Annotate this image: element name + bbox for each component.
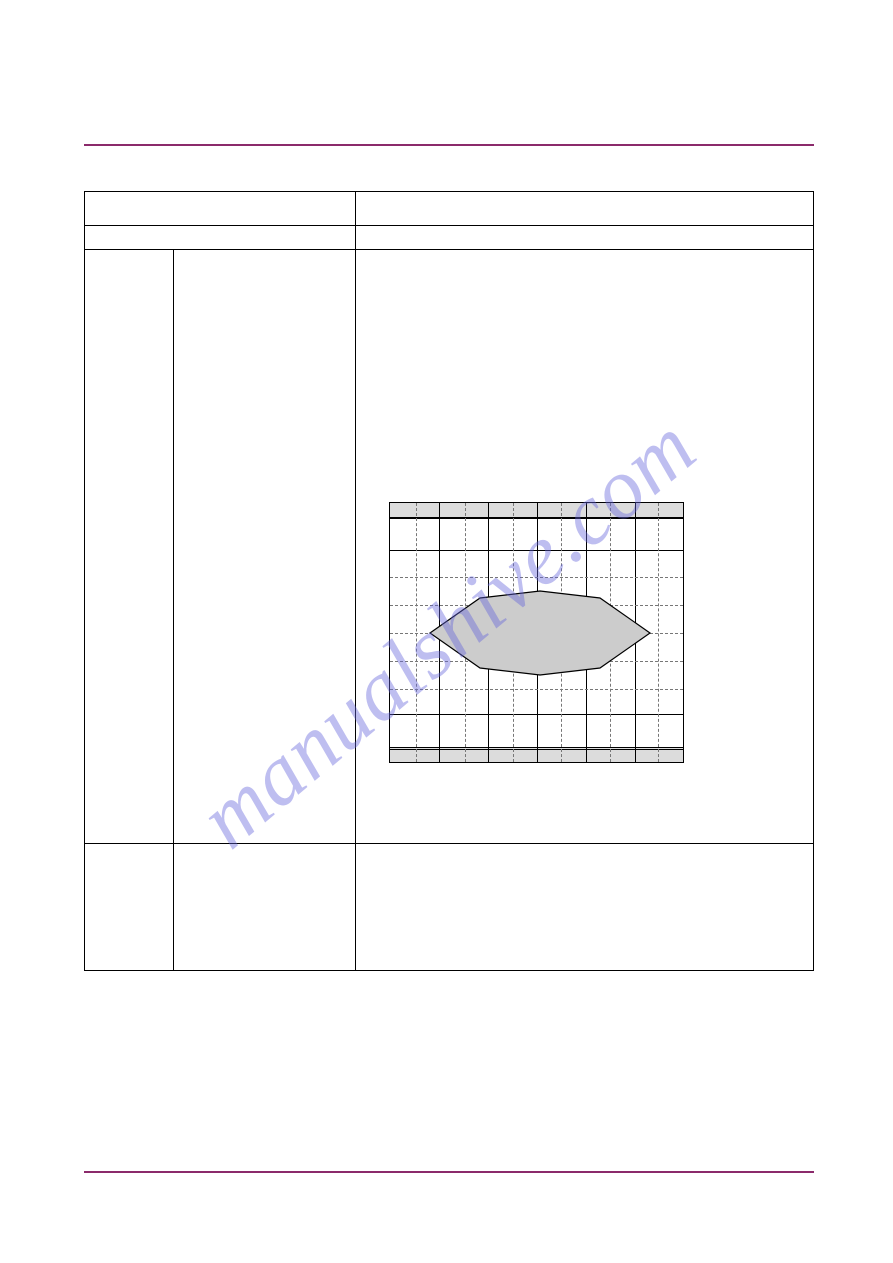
header-cell — [85, 192, 356, 226]
footer-rule — [84, 1171, 814, 1173]
content-table — [84, 191, 814, 971]
table-row — [85, 192, 814, 226]
table-row — [85, 844, 814, 971]
header-rule — [84, 144, 814, 146]
body-cell — [85, 250, 174, 844]
table-row — [85, 250, 814, 844]
footer-cell — [356, 844, 814, 971]
footer-cell — [173, 844, 356, 971]
body-cell — [173, 250, 356, 844]
grid-diagram — [389, 502, 684, 763]
header-cell — [356, 192, 814, 226]
header-cell — [356, 226, 814, 250]
footer-cell — [85, 844, 174, 971]
body-cell-diagram — [356, 250, 814, 844]
lens-shape — [390, 503, 685, 764]
layout-table — [84, 191, 814, 971]
header-cell — [85, 226, 356, 250]
table-row — [85, 226, 814, 250]
